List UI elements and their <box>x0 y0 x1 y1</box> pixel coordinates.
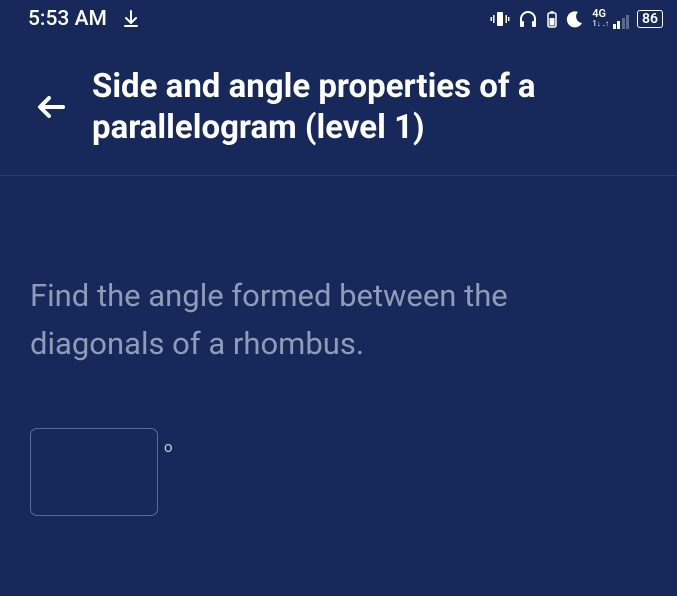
network-activity: 1↓ .↑ <box>592 19 609 29</box>
back-button[interactable] <box>34 89 70 125</box>
network-type: 4G <box>592 9 606 19</box>
arrow-left-icon <box>35 90 69 124</box>
answer-row: o <box>30 428 647 516</box>
status-right: 4G 1↓ .↑ 86 <box>490 9 663 29</box>
moon-icon <box>566 10 584 28</box>
degree-unit: o <box>164 438 173 456</box>
signal-indicator: 4G 1↓ .↑ <box>592 9 629 29</box>
headphones-icon <box>518 10 538 28</box>
battery-level: 86 <box>637 10 663 28</box>
question-text: Find the angle formed between the diagon… <box>30 272 647 368</box>
battery-small-icon <box>546 10 558 28</box>
page-header: Side and angle properties of a parallelo… <box>0 38 677 176</box>
vibrate-icon <box>490 10 510 28</box>
download-icon <box>123 10 139 28</box>
content-area: Find the angle formed between the diagon… <box>0 176 677 546</box>
status-bar: 5:53 AM <box>0 0 677 38</box>
status-time: 5:53 AM <box>28 7 107 31</box>
signal-bars <box>613 15 630 29</box>
page-title: Side and angle properties of a parallelo… <box>92 66 647 149</box>
status-left: 5:53 AM <box>28 7 139 31</box>
answer-input[interactable] <box>30 428 158 516</box>
